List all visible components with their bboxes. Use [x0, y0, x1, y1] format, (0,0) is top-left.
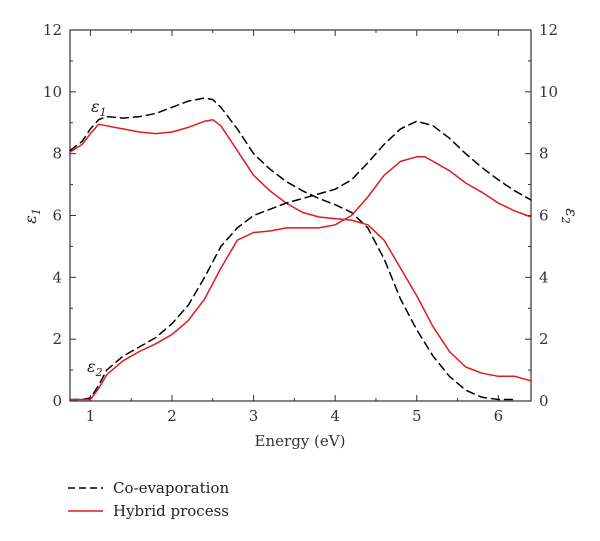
legend-label-hybrid-process: Hybrid process [113, 502, 229, 520]
y-left-tick-label: 2 [52, 330, 62, 348]
svg-text:ε2: ε2 [559, 208, 581, 224]
epsilon1-annotation: ε1 [91, 97, 107, 119]
y-axis-label-right: ε2 [559, 208, 581, 224]
x-tick-label: 4 [330, 407, 340, 425]
y-left-tick-label: 4 [52, 268, 62, 286]
svg-text:ε1: ε1 [21, 208, 43, 224]
axis-ticks [70, 29, 531, 402]
x-tick-label: 6 [494, 407, 504, 425]
y-axis-label-left: ε1 [21, 208, 43, 224]
x-tick-label: 5 [412, 407, 422, 425]
y-right-subscript: 2 [559, 216, 572, 224]
y-right-tick-label: 2 [539, 330, 549, 348]
y-right-tick-label: 10 [539, 83, 558, 101]
series-line-co-evaporation-eps1 [69, 97, 516, 401]
y-left-tick-label: 0 [52, 392, 62, 410]
series-line-hybrid-process-eps2 [69, 156, 532, 401]
x-tick-label: 1 [86, 407, 96, 425]
y-left-tick-label: 8 [52, 145, 62, 163]
y-left-tick-label: 6 [52, 207, 62, 225]
series-layer [69, 97, 532, 401]
legend: Co-evaporation Hybrid process [68, 479, 229, 520]
y-left-tick-label: 10 [43, 83, 62, 101]
x-axis-label: Energy (eV) [255, 432, 346, 450]
series-line-hybrid-process-eps1 [69, 118, 532, 382]
plot-frame [69, 29, 532, 402]
legend-label-co-evaporation: Co-evaporation [113, 479, 229, 497]
epsilon2-annotation: ε2 [87, 357, 103, 379]
x-tick-label: 2 [167, 407, 177, 425]
y-right-tick-label: 0 [539, 392, 549, 410]
y-right-tick-label: 8 [539, 145, 549, 163]
series-line-co-evaporation-eps2 [69, 120, 532, 401]
y-right-tick-label: 12 [539, 21, 558, 39]
x-tick-label: 3 [249, 407, 259, 425]
y-right-tick-label: 4 [539, 268, 549, 286]
y-left-tick-label: 12 [43, 21, 62, 39]
y-left-subscript: 1 [30, 208, 43, 215]
y-right-tick-label: 6 [539, 207, 549, 225]
